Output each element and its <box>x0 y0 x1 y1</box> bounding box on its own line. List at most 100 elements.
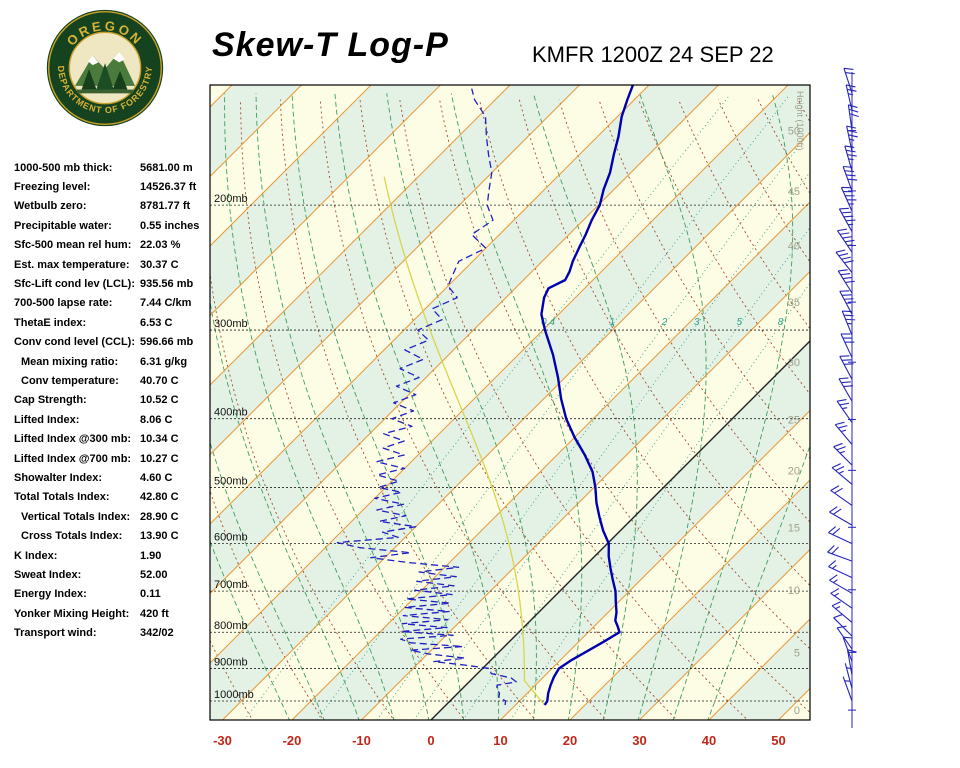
wind-barb <box>833 613 853 637</box>
wind-barb <box>828 560 853 579</box>
index-value: 0.55 inches <box>140 219 200 232</box>
index-label: Conv cond level (CCL): <box>14 336 136 349</box>
index-label: Showalter Index: <box>14 471 103 484</box>
svg-text:40: 40 <box>788 241 800 253</box>
svg-text:5: 5 <box>737 317 743 328</box>
index-row: Showalter Index: 4.60 C <box>14 468 216 487</box>
index-label: Freezing level: <box>14 181 91 194</box>
dewpoint-trace <box>336 88 517 706</box>
svg-text:25: 25 <box>788 414 800 426</box>
wind-barb <box>827 545 853 562</box>
index-label: Cap Strength: <box>14 394 87 407</box>
wind-barb <box>844 145 857 172</box>
wind-barb <box>829 574 853 594</box>
logo-snowcap-2 <box>113 52 125 63</box>
wind-barb <box>833 442 853 466</box>
index-row: Cross Totals Index: 13.90 C <box>14 526 216 545</box>
wind-barb <box>828 526 853 545</box>
index-label: 700-500 lapse rate: <box>14 297 113 310</box>
svg-text:900mb: 900mb <box>214 657 248 669</box>
svg-text:2: 2 <box>661 317 668 328</box>
svg-text:-20: -20 <box>283 733 302 748</box>
svg-text:1000mb: 1000mb <box>214 689 254 701</box>
index-row: Conv cond level (CCL): 596.66 mb <box>14 333 216 352</box>
wind-barb <box>840 186 857 212</box>
index-row: Wetbulb zero: 8781.77 ft <box>14 197 216 216</box>
wind-barb-column <box>827 67 859 728</box>
index-label: Total Totals Index: <box>14 491 110 504</box>
index-row: Est. max temperature: 30.37 C <box>14 255 216 274</box>
page-title: Skew-T Log-P <box>212 26 449 64</box>
index-value: 8.06 C <box>140 413 173 426</box>
index-value: 13.90 C <box>140 530 179 543</box>
index-value: 10.34 C <box>140 433 179 446</box>
index-label: ThetaE index: <box>14 316 87 329</box>
index-row: Sfc-Lift cond lev (LCL): 935.56 mb <box>14 274 216 293</box>
index-row: Yonker Mixing Height: 420 ft <box>14 604 216 623</box>
wind-barb <box>839 355 854 380</box>
svg-text:200mb: 200mb <box>214 193 248 205</box>
logo-tree-icon <box>112 70 128 90</box>
index-label: Lifted Index @700 mb: <box>14 452 132 465</box>
svg-text:15: 15 <box>788 522 800 534</box>
temperature-trace <box>540 85 635 706</box>
index-label: Mean mixing ratio: <box>21 355 119 368</box>
index-row: Sweat Index: 52.00 <box>14 565 216 584</box>
wind-barb <box>837 269 855 294</box>
odf-logo: OREGON DEPARTMENT OF FORESTRY <box>46 9 164 127</box>
pressure-labels: 200mb 300mb 400mb 500mb 600mb 700mb 800mb 900mb… <box>214 193 254 701</box>
wind-barb <box>836 399 853 423</box>
svg-text:50: 50 <box>788 126 800 138</box>
wind-barb <box>834 421 853 445</box>
index-label: Lifted Index @300 mb: <box>14 433 132 446</box>
index-label: 1000-500 mb thick: <box>14 161 113 174</box>
mixing-ratio-lines <box>243 94 810 720</box>
wind-barb <box>845 84 857 111</box>
wind-barb <box>831 601 853 623</box>
svg-text:30: 30 <box>788 357 800 369</box>
index-row: Vertical Totals Index: 28.90 C <box>14 507 216 526</box>
logo-snowcap <box>88 55 99 66</box>
wind-barb <box>840 333 855 358</box>
svg-text:8: 8 <box>778 317 784 328</box>
wind-barb <box>843 67 855 94</box>
index-value: 420 ft <box>140 607 169 620</box>
wind-barb <box>846 649 857 676</box>
svg-text:-30: -30 <box>213 733 232 748</box>
plot-area: 0.4 1 2 3 5 8 <box>210 85 810 720</box>
index-row: ThetaE index: 6.53 C <box>14 313 216 332</box>
index-label: Vertical Totals Index: <box>21 510 131 523</box>
index-value: 1.90 <box>140 549 162 562</box>
index-value: 52.00 <box>140 568 168 581</box>
index-row: Lifted Index @700 mb: 10.27 C <box>14 449 216 468</box>
height-axis-title: Height (1000ft) <box>795 91 805 151</box>
index-row: Sfc-500 mean rel hum: 22.03 % <box>14 236 216 255</box>
index-row: 1000-500 mb thick: 5681.00 m <box>14 158 216 177</box>
wind-barb <box>841 310 856 336</box>
pressure-lines <box>210 204 810 702</box>
svg-text:700mb: 700mb <box>214 579 248 591</box>
index-label: Sfc-500 mean rel hum: <box>14 239 132 252</box>
index-value: 10.52 C <box>140 394 179 407</box>
index-row: Conv temperature: 40.70 C <box>14 371 216 390</box>
wind-barb <box>839 290 854 315</box>
wind-barb <box>842 165 858 192</box>
logo-outer-border <box>47 10 163 126</box>
index-row: Cap Strength: 10.52 C <box>14 391 216 410</box>
index-value: 6.53 C <box>140 316 173 329</box>
index-label: Sfc-Lift cond lev (LCL): <box>14 278 135 291</box>
index-value: 40.70 C <box>140 374 179 387</box>
wind-barb <box>829 506 853 526</box>
index-value: 6.31 g/kg <box>140 355 188 368</box>
station-time-label: KMFR 1200Z 24 SEP 22 <box>532 42 774 67</box>
index-row: Total Totals Index: 42.80 C <box>14 488 216 507</box>
index-row: Transport wind: 342/02 <box>14 623 216 642</box>
isotherm-lines <box>210 85 810 720</box>
svg-text:0: 0 <box>427 733 434 748</box>
index-value: 342/02 <box>140 627 174 640</box>
index-label: Wetbulb zero: <box>14 200 87 213</box>
index-value: 14526.37 ft <box>140 181 197 194</box>
index-label: Sweat Index: <box>14 568 82 581</box>
